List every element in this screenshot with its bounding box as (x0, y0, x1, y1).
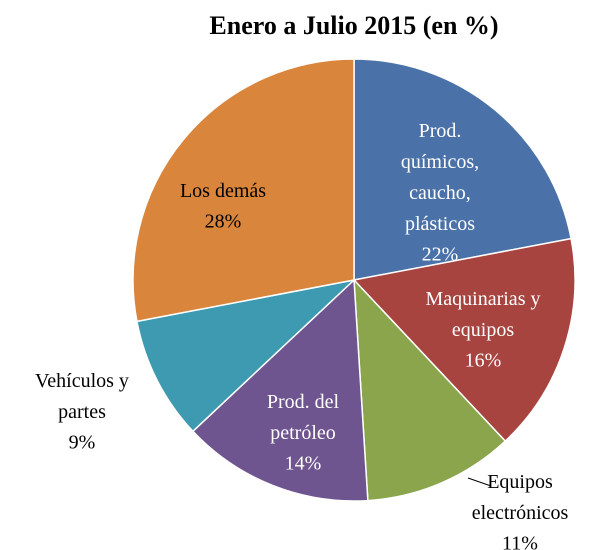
pie-slice (132, 58, 355, 323)
value-label: 22% (422, 244, 459, 266)
slice-label: Prod. químicos, caucho, plásticos (401, 120, 479, 235)
pie-slice (136, 278, 357, 433)
value-label: 14% (285, 453, 322, 475)
slice-label: Maquinarias y equipos (426, 288, 541, 341)
category-line: Maquinarias y (426, 288, 541, 310)
slice-label: Equipos electrónicos (472, 471, 569, 524)
value-label: 11% (502, 533, 538, 550)
value-label: 16% (465, 350, 502, 372)
category-line: electrónicos (472, 502, 569, 524)
category-line: Vehículos y (35, 370, 129, 392)
category-line: caucho, (409, 182, 471, 204)
category-line: Los demás (180, 180, 266, 202)
value-label: 28% (205, 211, 242, 233)
category-label: Vehículos y partes (35, 370, 129, 423)
category-line: equipos (452, 319, 514, 341)
slice-label: Vehículos y partes (35, 370, 129, 423)
category-label: Maquinarias y equipos (426, 288, 541, 341)
chart-title: Enero a Julio 2015 (en %) (209, 11, 498, 40)
category-line: Equipos (487, 471, 553, 493)
category-line: plásticos (405, 213, 475, 235)
leader-line (467, 477, 492, 487)
category-line: químicos, (401, 151, 479, 173)
pie-slice (353, 58, 572, 281)
pie-slice (191, 278, 369, 502)
pie-slice (353, 277, 507, 502)
category-line: Prod. (419, 120, 462, 142)
slice-label: Los demás (180, 180, 266, 202)
category-label: Prod. químicos, caucho, plásticos (401, 120, 479, 235)
category-line: partes (58, 401, 106, 423)
slices (132, 58, 576, 502)
slice-label: Prod. del petróleo (267, 391, 340, 444)
category-label: Prod. del petróleo (267, 391, 340, 444)
pie-slice (352, 237, 576, 443)
category-line: Prod. del (267, 391, 340, 413)
value-label: 9% (69, 432, 96, 454)
category-line: petróleo (270, 422, 336, 444)
category-label: Los demás (180, 180, 266, 202)
category-label: Equipos electrónicos (472, 471, 569, 524)
